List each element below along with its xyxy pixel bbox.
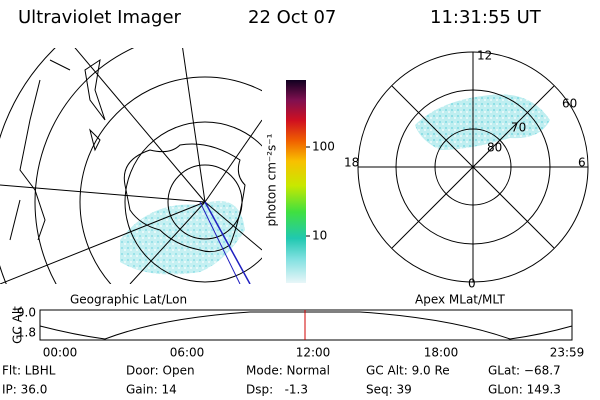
- alt-xtick: 18:00: [424, 346, 459, 360]
- alt-curve: [39, 311, 573, 340]
- polar-caption: Apex MLat/MLT: [415, 293, 505, 307]
- instrument: Ultraviolet Imager: [18, 7, 182, 28]
- colorbar-label: photon cm⁻²s⁻¹: [265, 133, 279, 226]
- alt-ylabel: GC Alt: [11, 306, 25, 344]
- footer-field: GC Alt: 9.0 Re: [366, 364, 450, 378]
- alt-strip: [39, 309, 573, 341]
- footer-field: Seq: 39: [366, 383, 412, 397]
- colorbar-tick-label: 10: [312, 229, 327, 243]
- footer-field: Mode: Normal: [246, 364, 330, 378]
- footer-field: Flt: LBHL: [2, 364, 56, 378]
- mlt-label: 0: [468, 277, 476, 291]
- mlat-label: 70: [511, 121, 526, 135]
- footer-field: IP: 36.0: [2, 383, 47, 397]
- geo-map: [0, 48, 262, 284]
- footer-field: GLat: −68.7: [488, 364, 561, 378]
- map-caption: Geographic Lat/Lon: [70, 293, 187, 307]
- polar-plot: [357, 51, 589, 283]
- footer-field: GLon: 149.3: [488, 383, 561, 397]
- alt-xtick: 12:00: [296, 346, 331, 360]
- alt-xtick: 00:00: [43, 346, 78, 360]
- mlat-label: 60: [562, 97, 577, 111]
- footer-field: Dsp: -1.3: [246, 383, 308, 397]
- mlt-label: 18: [344, 156, 359, 170]
- alt-xtick: 06:00: [170, 346, 205, 360]
- alt-ytick: 1.8: [17, 326, 36, 340]
- colorbar: [286, 80, 306, 283]
- date: 22 Oct 07: [248, 7, 336, 28]
- colorbar-tick-label: 100: [312, 140, 335, 154]
- mlat-label: 80: [487, 141, 502, 155]
- mlt-label: 12: [477, 49, 492, 63]
- alt-xtick: 23:59: [550, 346, 585, 360]
- footer-field: Door: Open: [126, 364, 195, 378]
- mlt-label: 6: [578, 156, 586, 170]
- footer-field: Gain: 14: [126, 383, 177, 397]
- alt-ytick: 9.0: [17, 306, 36, 320]
- time: 11:31:55 UT: [430, 7, 542, 28]
